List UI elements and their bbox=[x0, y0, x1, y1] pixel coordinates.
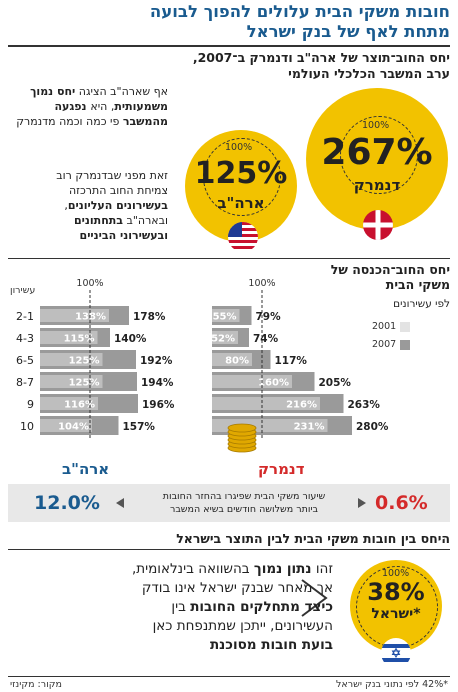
denmark-label-2007: 74% bbox=[253, 333, 279, 345]
paragraph-1: אף שארה"ב הציגה יחס נמוך משמעותית, היא נ… bbox=[16, 85, 168, 128]
usa-label-2001: 115% bbox=[64, 334, 95, 345]
denmark-ref-label: 100% bbox=[362, 120, 390, 131]
usa-label-2007: 157% bbox=[123, 421, 156, 433]
coins-icon bbox=[227, 423, 257, 453]
denmark-bar-2001 bbox=[212, 309, 240, 322]
decile-bar-chart: 2-1 4-3 6-5 8-7 9 10 178% 140% 192% 194% 196% 157% 1… bbox=[16, 278, 389, 438]
denmark-label-2007: 79% bbox=[256, 311, 282, 323]
banner-arrows bbox=[116, 498, 366, 508]
bracket-icon bbox=[301, 579, 328, 617]
decile-label: 6-5 bbox=[16, 354, 34, 367]
usa-reference-ring bbox=[203, 138, 281, 216]
denmark-bar-2001 bbox=[212, 375, 292, 388]
israel-ref-label: 100% bbox=[382, 568, 410, 579]
divider-3 bbox=[8, 549, 450, 550]
divider-2 bbox=[8, 258, 450, 259]
usa-bar-2001 bbox=[40, 397, 98, 410]
denmark-label-2007: 117% bbox=[275, 355, 308, 367]
usa-label-2007: 192% bbox=[140, 355, 173, 367]
israel-flag-icon bbox=[381, 638, 411, 668]
decile-label: 9 bbox=[27, 398, 34, 411]
denmark-label-2001: 231% bbox=[294, 422, 325, 433]
denmark-flag-icon bbox=[363, 210, 393, 240]
usa-label-2007: 194% bbox=[141, 377, 174, 389]
usa-bar-2001 bbox=[40, 375, 103, 388]
israel-value: 38% bbox=[367, 578, 425, 606]
legend-swatch-2001 bbox=[400, 322, 410, 332]
denmark-label: דנמרק bbox=[353, 176, 401, 194]
usa-label-2007: 178% bbox=[133, 311, 166, 323]
usa-label: ארה"ב bbox=[217, 194, 265, 212]
denmark-reference-label: 100% bbox=[248, 278, 275, 289]
denmark-chart-label: דנמרק bbox=[258, 460, 305, 478]
usa-ref-label: 100% bbox=[225, 142, 253, 153]
usa-value: 125% bbox=[194, 156, 288, 191]
israel-label: ישראל* bbox=[371, 606, 421, 622]
usa-label-2001: 125% bbox=[69, 356, 100, 367]
denmark-label-2007: 263% bbox=[348, 399, 381, 411]
footnote: *42% לפי נתוני בנק ישראל bbox=[336, 679, 448, 690]
usa-bar-2001 bbox=[40, 353, 103, 366]
denmark-bar-2001 bbox=[212, 353, 252, 366]
source-note: מקור: מקינזי bbox=[10, 679, 62, 690]
denmark-bar-2001 bbox=[212, 331, 238, 344]
denmark-reference-ring bbox=[340, 116, 418, 194]
top-subtitle: יחס החוב־תוצר של ארה"ב ודנמרק ב־2007, ער… bbox=[192, 50, 450, 81]
chart-subtitle: לפי עשירונים bbox=[393, 298, 450, 310]
decile-label: 4-3 bbox=[16, 332, 34, 345]
divider bbox=[8, 45, 450, 47]
usa-label-2007: 196% bbox=[142, 399, 175, 411]
decile-label: 2-1 bbox=[16, 310, 34, 323]
denmark-label-2007: 280% bbox=[356, 421, 389, 433]
usa-chart-label: ארה"ב bbox=[62, 460, 110, 478]
usa-label-2001: 104% bbox=[58, 422, 89, 433]
legend-label-2001: 2001 bbox=[372, 321, 397, 332]
divider-4 bbox=[8, 676, 450, 677]
decile-label: 10 bbox=[20, 420, 34, 433]
default-rate-banner bbox=[8, 484, 450, 522]
usa-bar-2001 bbox=[40, 331, 98, 344]
usa-label-2001: 138% bbox=[75, 312, 106, 323]
usa-default-rate: 12.0% bbox=[34, 492, 100, 514]
denmark-default-rate: 0.6% bbox=[375, 492, 428, 514]
usa-label-2007: 140% bbox=[114, 333, 147, 345]
chart-title: יחס החוב־הכנסה של משקי הבית bbox=[330, 262, 450, 292]
banner-text: שיעור משקי הבית שפיגרו בהחזר החובות ביות… bbox=[162, 491, 326, 515]
y-axis-label: עשירון bbox=[10, 285, 36, 296]
denmark-label-2001: 160% bbox=[258, 378, 289, 389]
denmark-label-2007: 205% bbox=[319, 377, 352, 389]
usa-label-2001: 116% bbox=[64, 400, 95, 411]
denmark-label-2001: 216% bbox=[286, 400, 317, 411]
israel-heading: היחס בין חובות משקי הבית לבין התוצר בישר… bbox=[176, 531, 450, 546]
denmark-label-2001: 55% bbox=[213, 312, 237, 323]
legend-swatch-2007 bbox=[400, 340, 410, 350]
denmark-bar-2001 bbox=[212, 397, 320, 410]
denmark-value: 267% bbox=[321, 132, 433, 173]
usa-bar-2001 bbox=[40, 419, 92, 432]
legend-label-2007: 2007 bbox=[372, 339, 397, 350]
israel-paragraph: זהו נתון נמוך בהשוואה בינלאומית, אך מאחר… bbox=[131, 561, 333, 653]
usa-reference-label: 100% bbox=[76, 278, 103, 289]
denmark-label-2001: 52% bbox=[211, 334, 235, 345]
usa-flag-icon bbox=[228, 222, 258, 252]
denmark-label-2001: 80% bbox=[225, 356, 249, 367]
page-title: חובות משקי הבית עלולים להפוך לבועה מתחת … bbox=[149, 2, 450, 41]
usa-label-2001: 125% bbox=[69, 378, 100, 389]
paragraph-2: זאת מפני שבדנמרק רוב צמיחת החוב התרכזה ב… bbox=[56, 169, 168, 242]
decile-label: 8-7 bbox=[16, 376, 34, 389]
usa-bar-2001 bbox=[40, 309, 109, 322]
